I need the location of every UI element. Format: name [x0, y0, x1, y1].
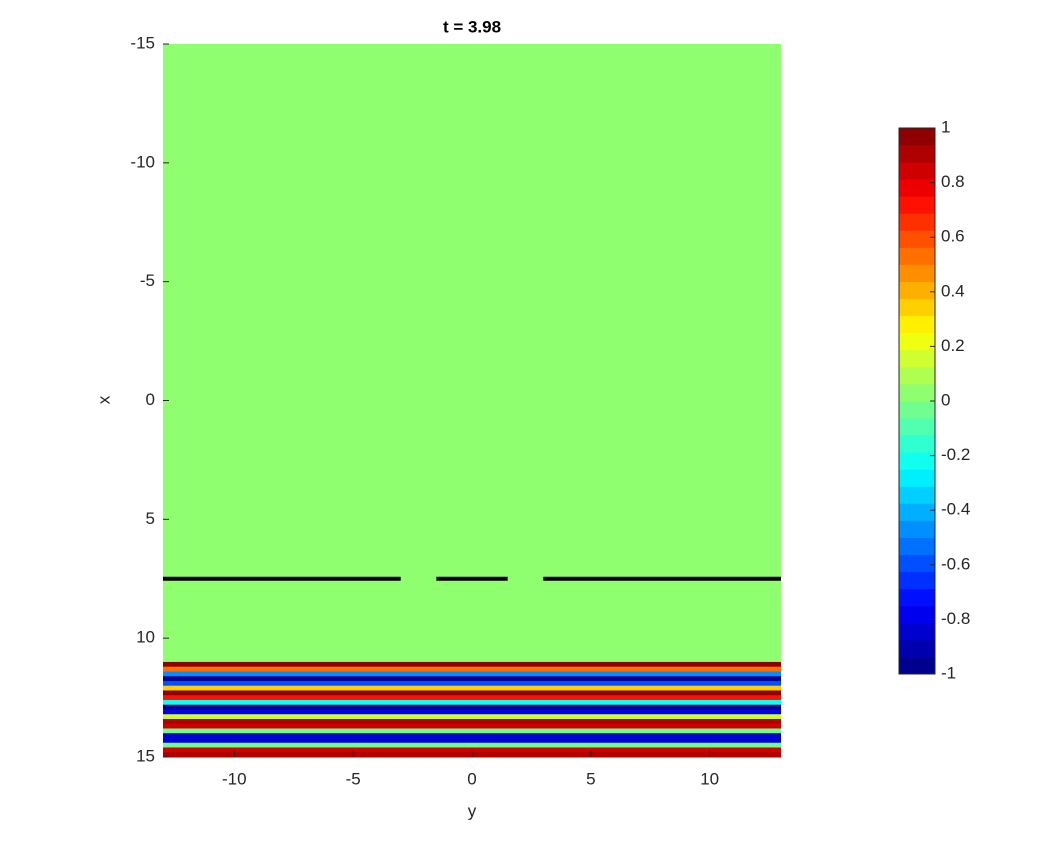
heatmap-row	[163, 747, 781, 753]
x-axis-label: y	[468, 801, 477, 820]
colorbar-swatch	[899, 639, 935, 658]
colorbar-tick-label: -0.8	[941, 609, 970, 628]
colorbar-swatch	[899, 554, 935, 573]
y-tick-label: -15	[130, 33, 155, 52]
heatmap-row	[163, 742, 781, 748]
colorbar-swatch	[899, 537, 935, 555]
colorbar-swatch	[899, 162, 935, 180]
y-axis-label: x	[94, 395, 113, 404]
heatmap-row	[163, 733, 781, 739]
colorbar-swatch	[899, 435, 935, 453]
colorbar-swatch	[899, 213, 935, 231]
colorbar-tick-label: 0.2	[941, 336, 965, 355]
colorbar-swatch	[899, 349, 935, 368]
x-tick-label: 5	[586, 769, 595, 788]
x-tick-label: 10	[700, 769, 719, 788]
colorbar-tick-label: -1	[941, 663, 956, 682]
colorbar-tick-label: 0.8	[941, 172, 965, 191]
y-tick-label: 15	[136, 746, 155, 765]
colorbar-tick-label: -0.2	[941, 445, 970, 464]
y-tick-label: 5	[146, 509, 155, 528]
heatmap-row	[163, 728, 781, 734]
colorbar-swatch	[899, 315, 935, 334]
colorbar-swatch	[899, 520, 935, 538]
colorbar-swatch	[899, 179, 935, 197]
colorbar-swatch	[899, 196, 935, 214]
colorbar-swatch	[899, 128, 935, 146]
colorbar-swatch	[899, 247, 935, 265]
heatmap-row	[163, 671, 781, 677]
heatmap-row	[163, 718, 781, 725]
colorbar-swatch	[899, 383, 935, 402]
colorbar-swatch	[899, 588, 935, 607]
colorbar-swatch	[899, 264, 935, 282]
colorbar-tick-label: 0	[941, 390, 950, 409]
heatmap-row	[163, 666, 781, 672]
x-tick-label: -10	[222, 769, 247, 788]
heatmap-row	[163, 680, 781, 687]
colorbar-tick-label: -0.6	[941, 554, 970, 573]
x-tick-label: 0	[467, 769, 476, 788]
heatmap-row	[163, 685, 781, 691]
y-tick-label: -5	[140, 271, 155, 290]
colorbar-swatch	[899, 281, 935, 300]
heatmap-row	[163, 695, 781, 701]
colorbar-tick-label: 0.6	[941, 227, 965, 246]
colorbar-swatch	[899, 486, 935, 504]
y-tick-label: -10	[130, 152, 155, 171]
colorbar-swatch	[899, 366, 935, 385]
colorbar-swatch	[899, 452, 935, 470]
colorbar-swatch	[899, 401, 935, 419]
colorbar-tick-label: 1	[941, 117, 950, 136]
colorbar-tick-label: 0.4	[941, 281, 965, 300]
colorbar-swatch	[899, 332, 935, 351]
chart-title: t = 3.98	[443, 17, 501, 36]
heatmap-row	[163, 723, 781, 729]
heatmap-row	[163, 676, 781, 682]
heatmap-row	[163, 44, 781, 663]
y-tick-label: 0	[146, 390, 155, 409]
colorbar-tick-label: -0.4	[941, 500, 970, 519]
colorbar-swatch	[899, 469, 935, 487]
heatmap-row	[163, 699, 781, 706]
heatmap-row	[163, 737, 781, 744]
colorbar-swatch	[899, 605, 935, 624]
y-tick-label: 10	[136, 628, 155, 647]
colorbar-swatch	[899, 145, 935, 163]
heatmap-row	[163, 661, 781, 668]
colorbar-swatch	[899, 418, 935, 436]
colorbar-swatch	[899, 622, 935, 641]
heatmap-row	[163, 709, 781, 715]
heatmap-row	[163, 690, 781, 696]
heatmap-row	[163, 714, 781, 720]
colorbar-swatch	[899, 230, 935, 248]
colorbar-swatch	[899, 503, 935, 521]
colorbar-swatch	[899, 656, 935, 675]
colorbar-swatch	[899, 298, 935, 317]
x-tick-label: -5	[346, 769, 361, 788]
colorbar-swatch	[899, 571, 935, 590]
heatmap-row	[163, 704, 781, 710]
